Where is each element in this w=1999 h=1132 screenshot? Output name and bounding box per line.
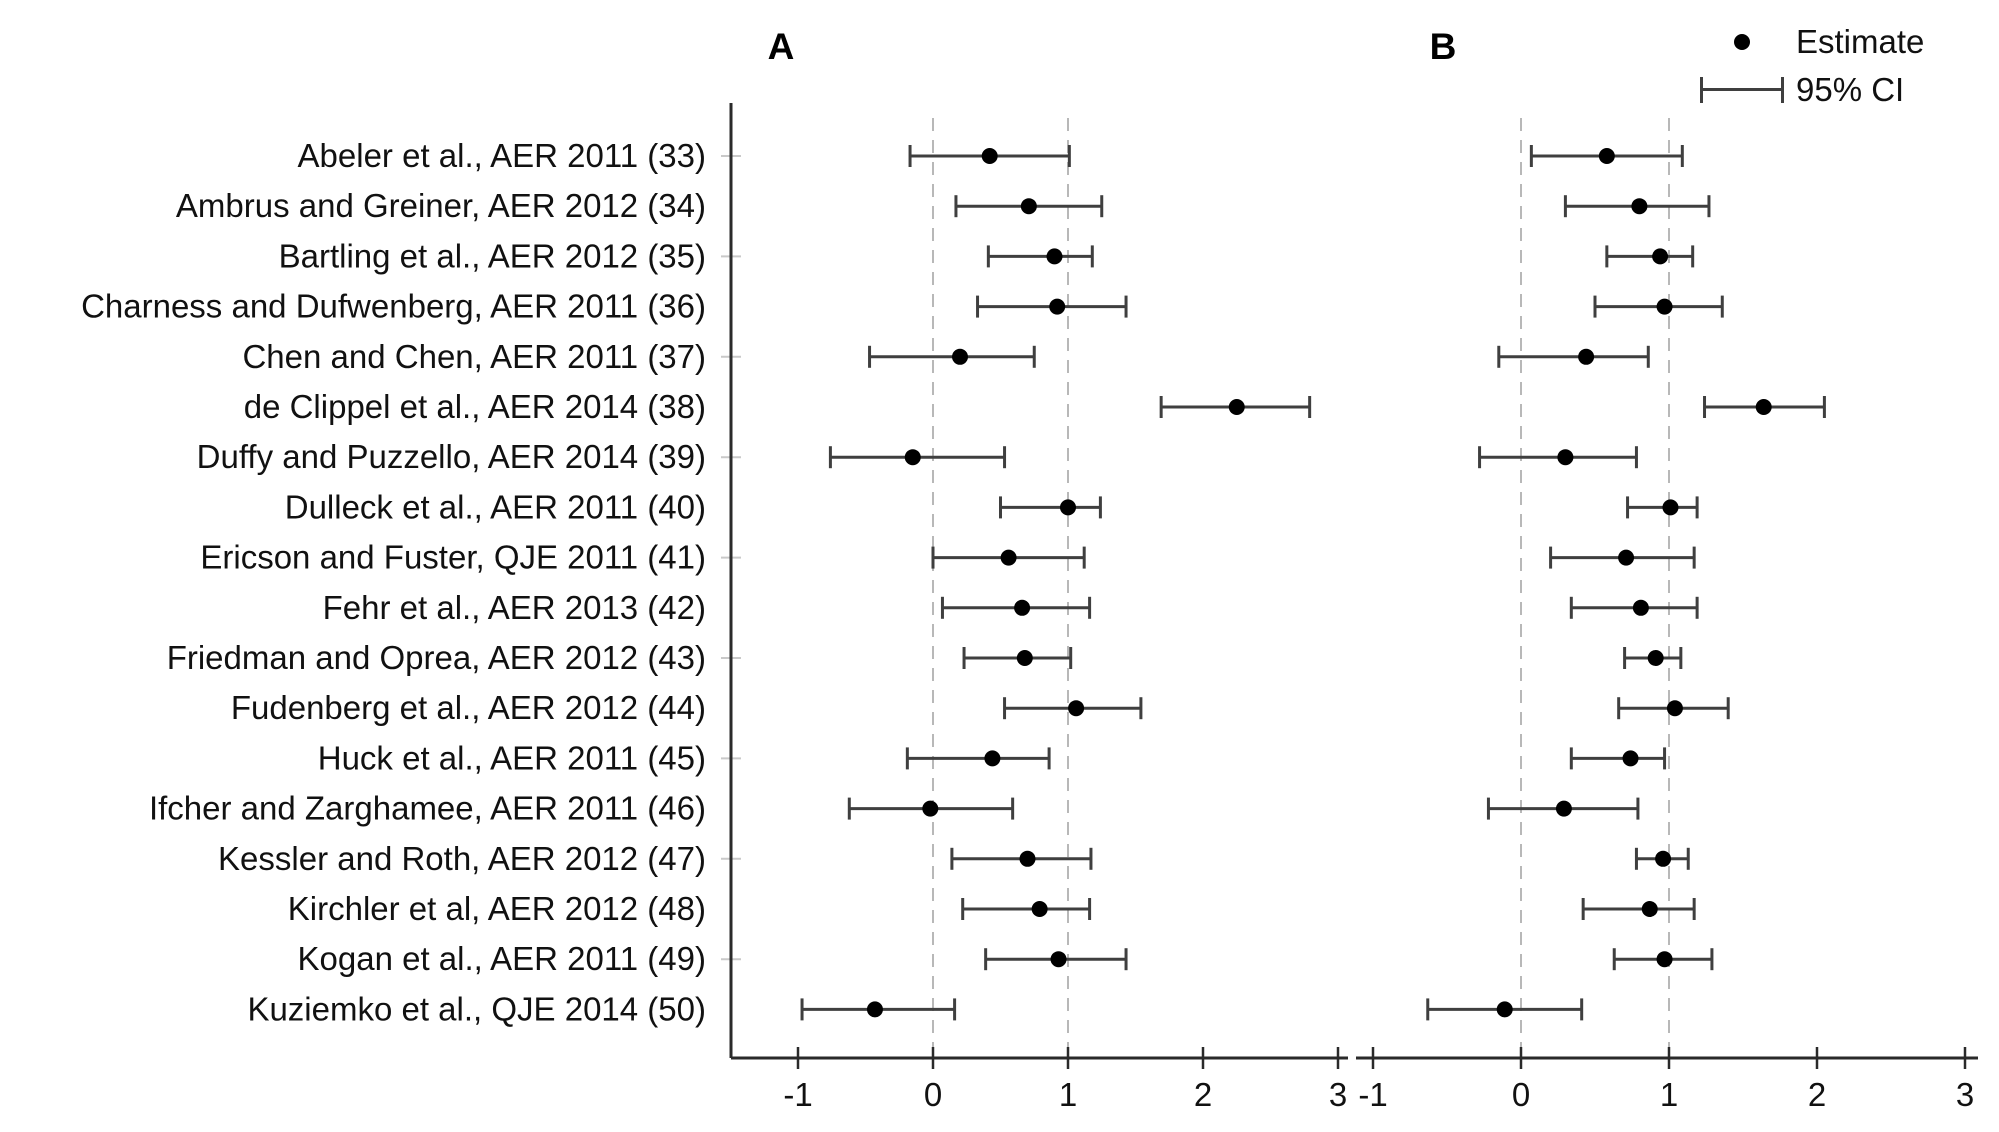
estimate-point [1622,750,1639,767]
legend-row-ci: 95% CI [1700,66,1980,114]
estimate-point [1578,348,1595,365]
x-tick-label: -1 [1358,1076,1387,1113]
study-label: Dulleck et al., AER 2011 (40) [285,488,706,525]
study-label: Kirchler et al, AER 2012 (48) [288,890,706,927]
x-tick-label: -1 [783,1076,812,1113]
study-label: Kogan et al., AER 2011 (49) [298,940,707,977]
study-label: Kessler and Roth, AER 2012 (47) [218,840,706,877]
estimate-point [1652,248,1669,265]
study-label: Duffy and Puzzello, AER 2014 (39) [197,438,706,475]
estimate-point [1618,549,1635,566]
study-label: Friedman and Oprea, AER 2012 (43) [167,639,706,676]
estimate-marker-icon [1700,34,1784,50]
x-tick-label: 3 [1329,1076,1347,1113]
estimate-point [1020,198,1037,215]
legend-estimate-label: Estimate [1796,23,1925,60]
panel-b-title: B [1429,26,1457,67]
estimate-point [952,348,968,365]
estimate-point [1641,901,1658,917]
study-label: Huck et al., AER 2011 (45) [318,739,706,776]
estimate-point [1647,650,1664,666]
estimate-point [1631,198,1648,215]
estimate-point [1060,499,1076,516]
study-label: Fudenberg et al., AER 2012 (44) [231,689,706,726]
estimate-point [1496,1001,1513,1018]
study-label: Fehr et al., AER 2013 (42) [323,589,706,626]
estimate-point [1228,399,1245,415]
estimate-point [1666,700,1683,717]
legend: Estimate 95% CI [1700,18,1980,114]
estimate-point [866,1001,883,1018]
ci-marker-icon [1700,77,1784,103]
estimate-point [922,800,939,817]
estimate-point [1031,901,1048,917]
estimate-point [984,750,1001,767]
estimate-point [1632,599,1649,616]
estimate-point [1049,298,1066,315]
estimate-point [1656,951,1673,968]
estimate-point [981,148,998,164]
estimate-point [1019,850,1036,867]
estimate-point [1557,449,1574,466]
error-bar-icon [1700,77,1784,103]
x-tick-label: 1 [1059,1076,1077,1113]
study-label: Chen and Chen, AER 2011 (37) [242,338,706,375]
x-tick-label: 3 [1956,1076,1974,1113]
estimate-point [1655,850,1672,867]
study-label: Bartling et al., AER 2012 (35) [279,237,706,274]
estimate-point [1755,399,1772,415]
x-tick-label: 2 [1808,1076,1826,1113]
study-label: de Clippel et al., AER 2014 (38) [244,388,706,425]
study-label: Abeler et al., AER 2011 (33) [298,137,706,174]
study-label: Ifcher and Zarghamee, AER 2011 (46) [149,790,706,827]
estimate-point [1046,248,1063,265]
study-label: Ericson and Fuster, QJE 2011 (41) [200,539,706,576]
study-label: Charness and Dufwenberg, AER 2011 (36) [81,288,706,325]
estimate-point [904,449,921,466]
study-label: Ambrus and Greiner, AER 2012 (34) [176,187,706,224]
estimate-point [1662,499,1679,516]
legend-ci-label: 95% CI [1796,71,1905,108]
estimate-point [1050,951,1067,968]
estimate-point [1016,650,1033,666]
x-tick-label: 1 [1660,1076,1678,1113]
estimate-point [1000,549,1017,566]
legend-row-estimate: Estimate [1700,18,1980,66]
estimate-point [1555,800,1572,817]
estimate-point [1068,700,1085,717]
x-tick-label: 0 [924,1076,942,1113]
estimate-point [1014,599,1031,616]
estimate-point [1656,298,1673,315]
estimate-point [1598,148,1615,164]
panel-a-title: A [767,26,795,67]
dot-icon [1734,34,1750,50]
x-tick-label: 2 [1194,1076,1212,1113]
study-label: Kuziemko et al., QJE 2014 (50) [247,990,706,1027]
x-tick-label: 0 [1512,1076,1530,1113]
